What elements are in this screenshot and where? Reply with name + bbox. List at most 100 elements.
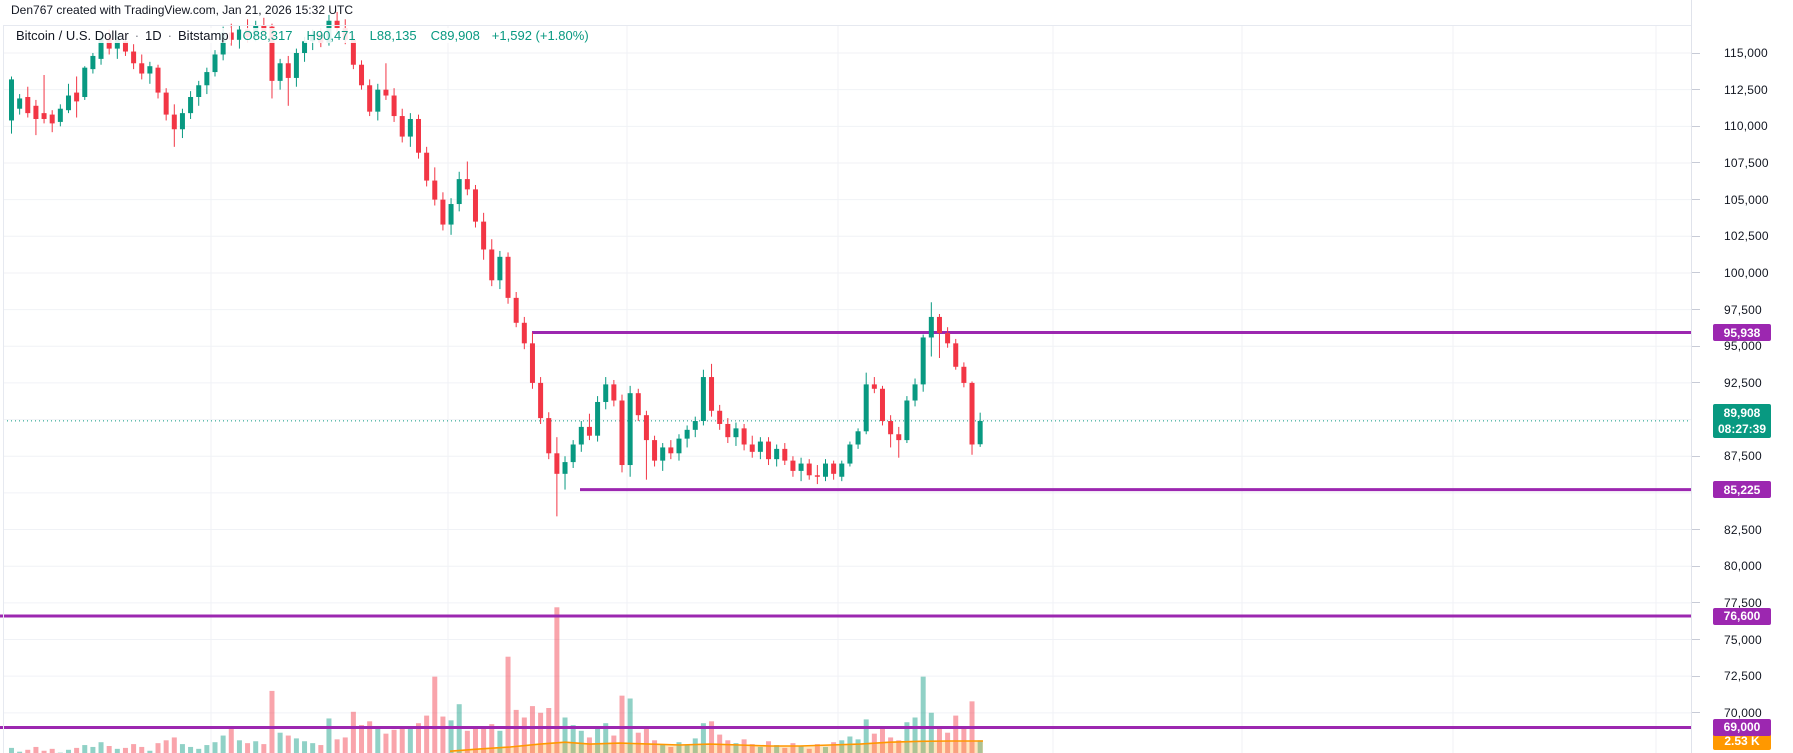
price-tick-label: 115,000 bbox=[1692, 45, 1768, 61]
candle bbox=[643, 410, 649, 480]
volume-bar bbox=[131, 744, 137, 753]
volume-bar bbox=[49, 748, 55, 753]
volume-bar bbox=[529, 706, 535, 753]
volume-bar bbox=[9, 747, 14, 753]
countdown-timer: 08:27:39 bbox=[1717, 421, 1767, 436]
price-tick-label: 80,000 bbox=[1692, 558, 1762, 574]
volume-bar bbox=[74, 747, 80, 753]
volume-bar bbox=[98, 742, 104, 753]
candle bbox=[188, 91, 194, 119]
volume-bar bbox=[806, 748, 812, 753]
candle bbox=[424, 146, 430, 187]
volume-bar bbox=[432, 676, 438, 753]
volume-bar bbox=[25, 749, 31, 753]
volume-bar bbox=[700, 723, 706, 753]
volume-bar bbox=[774, 745, 780, 753]
price-axis[interactable]: 89,908 08:27:39 2.53 K 115,000 112,500 110… bbox=[1691, 0, 1793, 753]
candle bbox=[293, 48, 299, 87]
candle bbox=[717, 404, 723, 430]
candle bbox=[798, 457, 804, 482]
volume-bar bbox=[448, 720, 454, 753]
volume-bar bbox=[440, 716, 446, 753]
volume-bar bbox=[204, 745, 210, 753]
volume-bar bbox=[652, 740, 658, 753]
candle bbox=[774, 444, 780, 467]
volume-bar bbox=[578, 730, 584, 753]
candle bbox=[945, 327, 951, 348]
candle bbox=[831, 460, 837, 480]
level-price-badge: 95,938 bbox=[1713, 324, 1771, 341]
volume-bar bbox=[643, 727, 649, 753]
volume-bar bbox=[163, 740, 169, 753]
volume-bar bbox=[749, 744, 755, 753]
symbol-title[interactable]: Bitcoin / U.S. Dollar bbox=[14, 28, 131, 43]
change-label: +1,592 (+1.80%) bbox=[489, 28, 591, 43]
horizontal-lines[interactable] bbox=[0, 331, 1691, 729]
volume-bar bbox=[155, 743, 161, 753]
candle bbox=[676, 434, 682, 461]
candle bbox=[65, 83, 71, 114]
candle bbox=[977, 412, 983, 447]
candle bbox=[481, 212, 487, 260]
volume-bar bbox=[342, 737, 348, 753]
candle bbox=[497, 250, 503, 290]
price-tick-label: 95,000 bbox=[1692, 338, 1762, 354]
candle bbox=[383, 63, 389, 100]
candle bbox=[904, 396, 910, 444]
candle bbox=[652, 435, 658, 467]
candle bbox=[570, 440, 576, 468]
candle bbox=[163, 88, 169, 121]
candle bbox=[147, 61, 153, 84]
volume-bar bbox=[945, 732, 951, 753]
volume-ma-area bbox=[450, 741, 983, 753]
candle bbox=[839, 460, 845, 482]
price-tick-label: 100,000 bbox=[1692, 265, 1769, 281]
volume-bar bbox=[896, 740, 902, 753]
volume-bar bbox=[188, 746, 194, 753]
volume-bar bbox=[619, 695, 625, 753]
volume-bar bbox=[472, 726, 478, 753]
candle bbox=[375, 83, 381, 121]
candle bbox=[33, 99, 39, 136]
candle bbox=[131, 44, 137, 70]
ohlc-close: C89,908 bbox=[428, 28, 482, 43]
volume-bar bbox=[521, 717, 527, 753]
volume-bar bbox=[595, 727, 601, 753]
candle bbox=[749, 435, 755, 458]
volume-bar bbox=[570, 725, 576, 753]
volume-bar bbox=[863, 719, 869, 753]
last-price-value: 89,908 bbox=[1723, 405, 1761, 420]
price-tick-label: 92,500 bbox=[1692, 375, 1762, 391]
candle bbox=[277, 58, 283, 90]
volume-bar bbox=[106, 746, 112, 753]
candle bbox=[920, 334, 926, 392]
candle bbox=[814, 465, 820, 485]
interval-label[interactable]: 1D bbox=[143, 28, 164, 43]
candle bbox=[155, 64, 161, 99]
price-tick-label: 107,500 bbox=[1692, 155, 1769, 171]
volume-bar bbox=[416, 723, 421, 753]
price-tick-label: 105,000 bbox=[1692, 192, 1769, 208]
volume-bar bbox=[798, 746, 804, 753]
volume-bar bbox=[212, 742, 218, 753]
volume-bar bbox=[733, 743, 739, 753]
price-tick-label: 75,000 bbox=[1692, 632, 1762, 648]
volume-bar bbox=[302, 741, 308, 753]
volume-bar bbox=[293, 738, 299, 753]
level-price-badge: 85,225 bbox=[1713, 481, 1771, 499]
volume-bar bbox=[888, 737, 894, 753]
candle bbox=[806, 459, 812, 480]
volume-bar bbox=[41, 750, 47, 753]
candle bbox=[635, 388, 641, 422]
candle bbox=[766, 437, 772, 466]
last-price-badge: 89,908 08:27:39 bbox=[1713, 403, 1771, 438]
volume-bar bbox=[928, 712, 934, 753]
volume-bar bbox=[359, 725, 365, 753]
volume-bar bbox=[481, 728, 487, 753]
volume-bar bbox=[961, 726, 967, 753]
price-tick-label: 70,000 bbox=[1692, 705, 1762, 721]
volume-bar bbox=[464, 730, 470, 753]
volume-bar bbox=[139, 746, 145, 753]
